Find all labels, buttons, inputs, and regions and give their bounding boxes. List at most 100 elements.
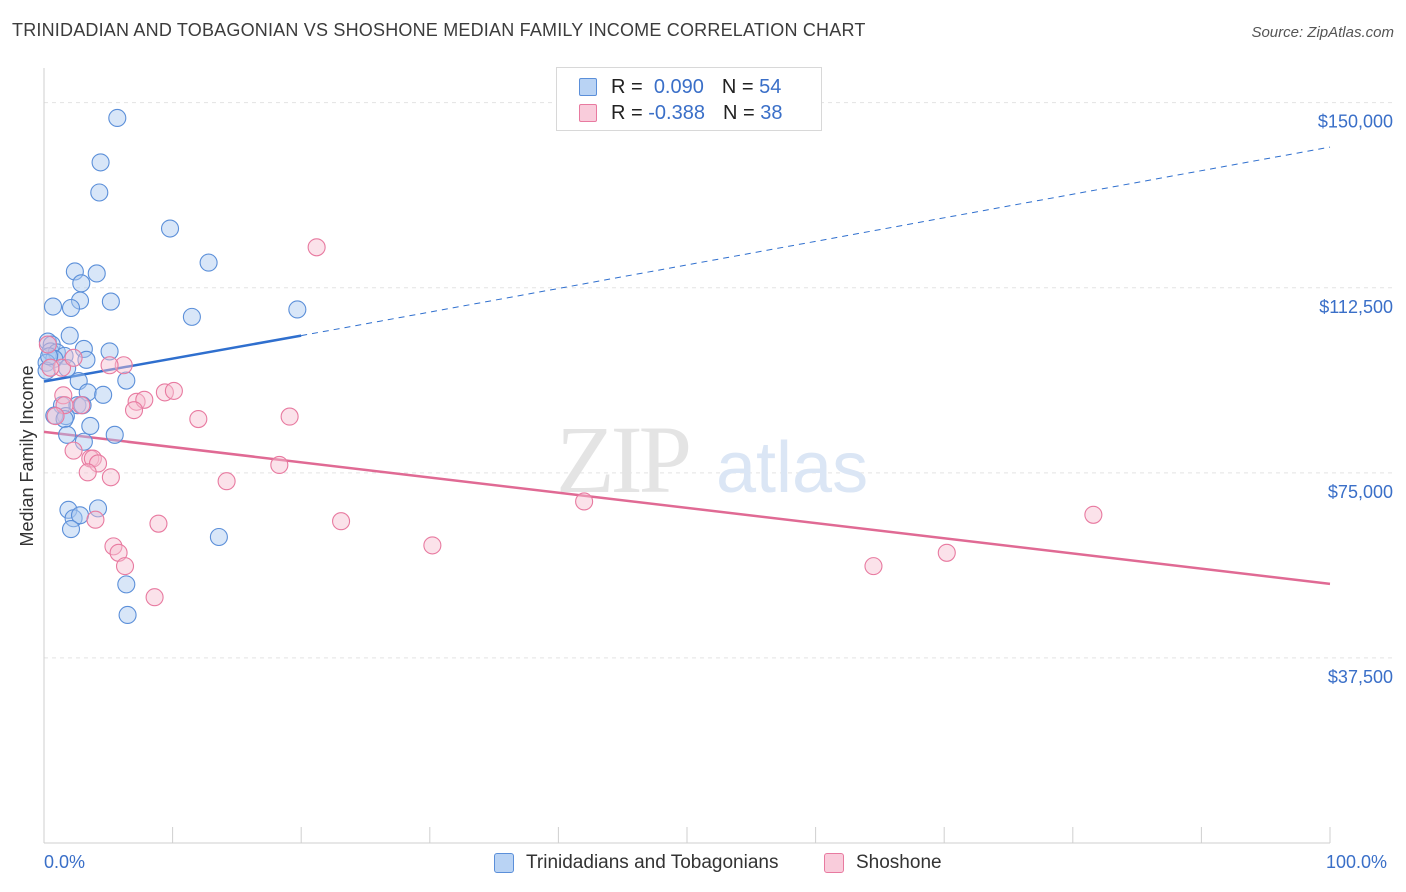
point-trinidadians [108,108,127,128]
trend-line-trinidadians-projection [301,146,1331,337]
point-trinidadians [105,425,124,444]
y-axis-label: Median Family Income [17,365,37,546]
series-legend-label: Shoshone [856,852,942,873]
point-shoshone [149,514,168,533]
point-shoshone [86,510,105,529]
point-shoshone [100,356,119,375]
point-shoshone [1084,505,1103,524]
point-trinidadians [90,183,109,202]
trend-lines [43,146,1331,586]
point-shoshone [307,238,326,257]
stats-legend: R = 0.090 N = 54 R = -0.388 N = 38 [556,67,822,131]
point-shoshone [54,386,73,405]
legend-n-label: N = [721,75,754,98]
watermark: ZIP atlas [556,406,868,513]
point-trinidadians [117,575,136,594]
point-shoshone [145,588,164,607]
point-shoshone [101,468,120,487]
series-legend-item-shoshone: Shoshone [824,852,942,874]
point-shoshone [270,455,289,474]
point-trinidadians [60,326,79,345]
x-axis-min-label: 0.0% [44,852,86,872]
watermark-zip: ZIP [556,406,689,513]
point-trinidadians [65,262,84,281]
legend-r-label: R = [611,75,643,98]
watermark-atlas: atlas [716,428,868,508]
series-legend-swatch-pink [824,853,844,873]
point-shoshone [83,449,102,468]
point-shoshone [423,536,442,555]
series-legend-item-trinidadians: Trinidadians and Tobagonians [494,852,778,874]
point-shoshone [280,407,299,426]
legend-n-value: 54 [759,75,782,98]
point-shoshone [72,396,91,415]
point-trinidadians [68,396,87,415]
series-legend-label: Trinidadians and Tobagonians [526,852,779,873]
point-trinidadians [118,605,137,625]
chart-source: Source: ZipAtlas.com [1251,24,1394,41]
series-legend-swatch-blue [494,853,514,873]
point-trinidadians [74,339,93,359]
point-trinidadians [199,253,218,272]
chart-title: TRINIDADIAN AND TOBAGONIAN VS SHOSHONE M… [12,20,866,40]
legend-swatch-pink [579,104,597,122]
data-points [37,108,1103,625]
point-trinidadians [87,264,106,283]
legend-r-value: 0.090 [653,75,704,98]
legend-swatch-blue [579,78,597,96]
y-tick-labels: $37,500 $75,000 $112,500 $150,000 [1318,112,1393,687]
legend-r-label: R = [611,101,643,124]
point-trinidadians [72,274,91,293]
grid-lines [44,102,1394,659]
point-shoshone [38,335,57,354]
point-shoshone [124,401,144,420]
y-tick-label: $112,500 [1319,297,1393,317]
series-legend: Trinidadians and Tobagonians Shoshone [0,852,1406,878]
x-axis-max-label: 100.0% [1326,852,1388,872]
trend-line-trinidadians [43,334,302,383]
point-shoshone [64,348,83,367]
axes [43,68,1331,844]
legend-row-blue: R = 0.090 N = 54 [579,75,781,99]
point-shoshone [937,543,956,562]
point-shoshone [155,383,174,402]
legend-r-value: -0.388 [648,101,705,124]
legend-row-pink: R = -0.388 N = 38 [579,101,782,125]
point-shoshone [332,512,351,531]
point-trinidadians [58,425,77,444]
point-trinidadians [101,292,120,311]
point-shoshone [115,557,135,576]
point-shoshone [46,407,65,426]
point-trinidadians [209,527,228,547]
y-tick-label: $75,000 [1328,482,1393,502]
trend-line-shoshone [43,430,1331,586]
point-trinidadians [70,291,90,310]
point-trinidadians [288,300,307,319]
y-tick-label: $37,500 [1328,667,1393,687]
point-shoshone [575,492,594,511]
point-trinidadians [43,297,63,316]
point-trinidadians [100,342,119,361]
y-tick-label: $150,000 [1318,112,1393,132]
point-trinidadians [160,219,180,238]
point-trinidadians [88,499,108,518]
point-trinidadians [91,153,110,172]
point-shoshone [78,463,97,482]
point-trinidadians [74,432,93,451]
point-shoshone [41,358,60,377]
point-shoshone [217,472,236,491]
point-trinidadians [61,298,81,318]
point-shoshone [864,557,883,576]
point-shoshone [64,441,83,460]
point-trinidadians [117,371,136,390]
point-trinidadians [81,416,100,436]
legend-n-value: 38 [760,101,783,124]
point-shoshone [189,409,208,429]
point-trinidadians [94,385,113,404]
legend-n-label: N = [722,101,755,124]
point-shoshone [164,381,183,400]
point-trinidadians [61,520,81,539]
point-shoshone [114,356,133,375]
point-shoshone [88,454,108,473]
